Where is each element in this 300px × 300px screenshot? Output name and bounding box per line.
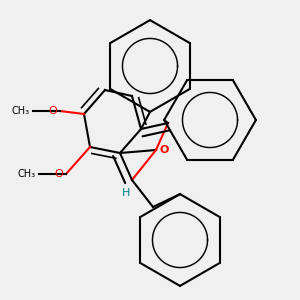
Text: CH₃: CH₃: [18, 169, 36, 179]
Text: CH₃: CH₃: [12, 106, 30, 116]
Text: O: O: [54, 169, 63, 179]
Text: H: H: [122, 188, 130, 199]
Text: O: O: [48, 106, 57, 116]
Text: O: O: [159, 145, 168, 155]
